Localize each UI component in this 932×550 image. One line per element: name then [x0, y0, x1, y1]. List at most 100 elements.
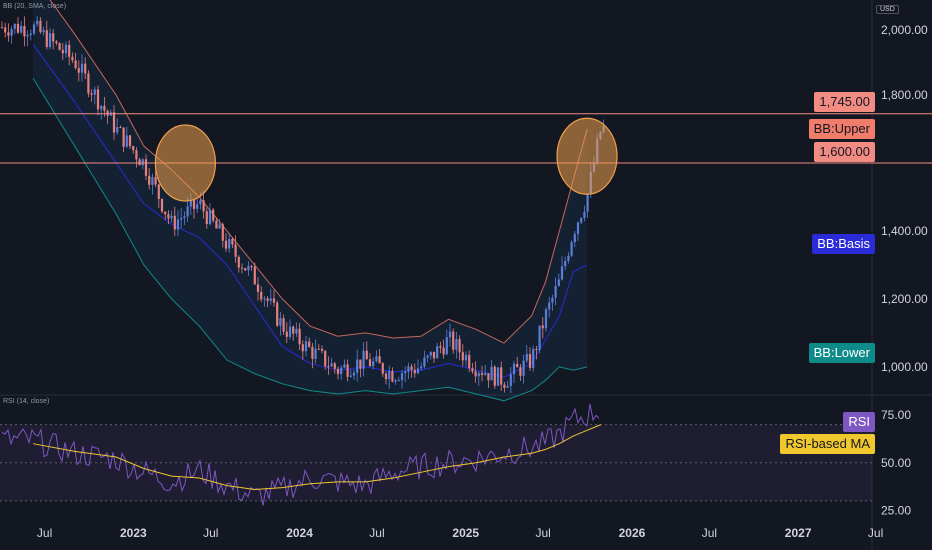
candle-body: [429, 351, 432, 356]
candle-body: [340, 367, 343, 375]
candle-body: [167, 214, 170, 219]
candle-body: [400, 373, 404, 381]
bb-basis-line: [32, 43, 588, 378]
candle-body: [423, 357, 426, 367]
candle-body: [493, 366, 496, 386]
candle-body: [253, 266, 256, 285]
candle-body: [308, 341, 311, 347]
candle-body: [100, 105, 103, 110]
candle-body: [228, 239, 231, 249]
candle-body: [567, 255, 570, 262]
candle-body: [202, 200, 205, 212]
candle-body: [336, 368, 340, 375]
candle-body: [74, 60, 77, 69]
candle-body: [212, 209, 215, 221]
rsi-tick: 50.00: [881, 456, 911, 470]
candle-body: [413, 369, 416, 374]
candle-body: [272, 298, 276, 303]
candle-body: [263, 298, 266, 300]
highlight-circle-1: [556, 117, 618, 195]
candle-body: [96, 89, 100, 110]
candle-body: [148, 175, 151, 185]
candle-body: [87, 73, 90, 94]
candle-body: [538, 325, 541, 350]
bb-fill: [33, 0, 588, 401]
candle-body: [42, 30, 45, 33]
candle-body: [244, 268, 247, 271]
candle-body: [352, 372, 356, 376]
candle-body: [298, 328, 301, 345]
candle-body: [173, 215, 176, 230]
candle-body: [208, 209, 212, 225]
time-label: 2024: [286, 526, 313, 540]
candle-body: [13, 23, 16, 29]
candle-body: [199, 200, 202, 205]
candle-body: [180, 217, 183, 220]
candle-body: [330, 363, 333, 367]
candle-body: [500, 367, 503, 385]
candle-body: [496, 367, 500, 386]
candle-body: [535, 349, 538, 351]
candle-body: [279, 318, 282, 326]
candle-body: [480, 373, 484, 375]
candle-body: [452, 331, 455, 350]
candle-body: [359, 359, 362, 369]
time-label: 2023: [120, 526, 147, 540]
candle-body: [90, 93, 93, 95]
candle-body: [544, 309, 548, 329]
candle-body: [157, 184, 160, 199]
time-label: 2026: [619, 526, 646, 540]
candle-body: [36, 20, 39, 25]
candle-body: [71, 56, 74, 61]
candle-body: [231, 239, 234, 245]
candle-body: [311, 346, 314, 359]
price-tick: 1,200.00: [881, 292, 928, 306]
candle-body: [525, 354, 528, 361]
rsi-legend: RSI (14, close): [3, 398, 50, 405]
candle-body: [0, 27, 4, 29]
price-tick: 1,800.00: [881, 88, 928, 102]
candle-body: [189, 200, 192, 207]
candle-body: [45, 30, 48, 47]
rsi-ma-line: [32, 424, 602, 490]
candle-body: [503, 384, 506, 388]
candle-body: [320, 348, 324, 351]
candle-body: [4, 27, 7, 33]
candle-body: [346, 364, 349, 377]
currency-label[interactable]: USD: [876, 5, 899, 14]
rsi-tag: RSI: [843, 412, 875, 432]
candle-body: [407, 366, 410, 372]
candle-body: [247, 265, 250, 271]
candle-body: [519, 367, 522, 376]
candle-body: [471, 368, 474, 372]
candle-body: [224, 240, 228, 249]
candle-body: [170, 215, 173, 219]
candle-body: [509, 374, 512, 387]
candle-body: [164, 211, 167, 215]
time-label: Jul: [37, 526, 52, 540]
candle-body: [487, 373, 490, 381]
candle-body: [80, 63, 84, 73]
candle-body: [327, 366, 330, 368]
candle-body: [276, 302, 279, 326]
candle-body: [266, 298, 269, 301]
candle-body: [375, 356, 378, 362]
candle-body: [455, 339, 458, 350]
candle-body: [583, 211, 586, 218]
candle-body: [160, 198, 164, 212]
candle-body: [269, 298, 272, 301]
candle-body: [48, 33, 52, 47]
candle-body: [388, 371, 391, 380]
candle-body: [432, 351, 436, 359]
bb-lower-tag: BB:Lower: [808, 343, 875, 363]
time-label: 2027: [785, 526, 812, 540]
candle-body: [445, 337, 448, 355]
candle-body: [20, 25, 23, 33]
candle-body: [416, 368, 420, 374]
candle-body: [324, 350, 327, 367]
candle-body: [141, 159, 144, 166]
candle-body: [397, 380, 400, 382]
candle-body: [301, 344, 304, 352]
candle-body: [365, 350, 368, 360]
